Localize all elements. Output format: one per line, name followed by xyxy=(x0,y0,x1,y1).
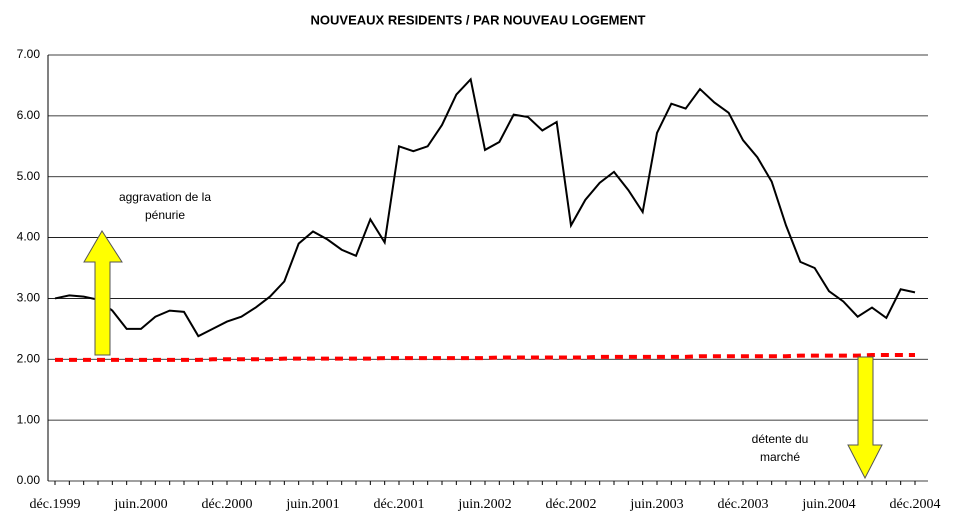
x-tick-label: juin.2003 xyxy=(629,497,683,512)
y-tick-label: 3.00 xyxy=(17,291,41,305)
annotation: marché xyxy=(760,450,800,464)
annotation: aggravation de la xyxy=(119,190,211,204)
x-tick-label: juin.2004 xyxy=(801,497,855,512)
annotation: pénurie xyxy=(145,208,185,222)
x-tick-label: juin.2001 xyxy=(285,497,339,512)
annotation: détente du xyxy=(752,432,809,446)
x-tick-label: déc.2001 xyxy=(374,497,425,512)
x-tick-label: déc.2002 xyxy=(546,497,597,512)
y-tick-label: 7.00 xyxy=(17,47,41,61)
x-tick-label: déc.2004 xyxy=(890,497,941,512)
y-tick-label: 4.00 xyxy=(17,230,41,244)
x-tick-label: déc.1999 xyxy=(30,497,81,512)
down-arrow xyxy=(847,356,883,480)
y-tick-label: 6.00 xyxy=(17,108,41,122)
x-tick-label: déc.2003 xyxy=(718,497,769,512)
x-tick-label: déc.2000 xyxy=(202,497,253,512)
up-arrow xyxy=(83,230,123,356)
line-series xyxy=(55,353,915,362)
line-series xyxy=(54,77,916,338)
y-tick-label: 2.00 xyxy=(17,351,41,365)
x-tick-label: juin.2002 xyxy=(457,497,511,512)
x-tick-label: juin.2000 xyxy=(113,497,167,512)
y-tick-label: 1.00 xyxy=(17,412,41,426)
chart-title: NOUVEAUX RESIDENTS / PAR NOUVEAU LOGEMEN… xyxy=(311,12,646,27)
y-tick-label: 0.00 xyxy=(17,473,41,487)
y-tick-label: 5.00 xyxy=(17,169,41,183)
